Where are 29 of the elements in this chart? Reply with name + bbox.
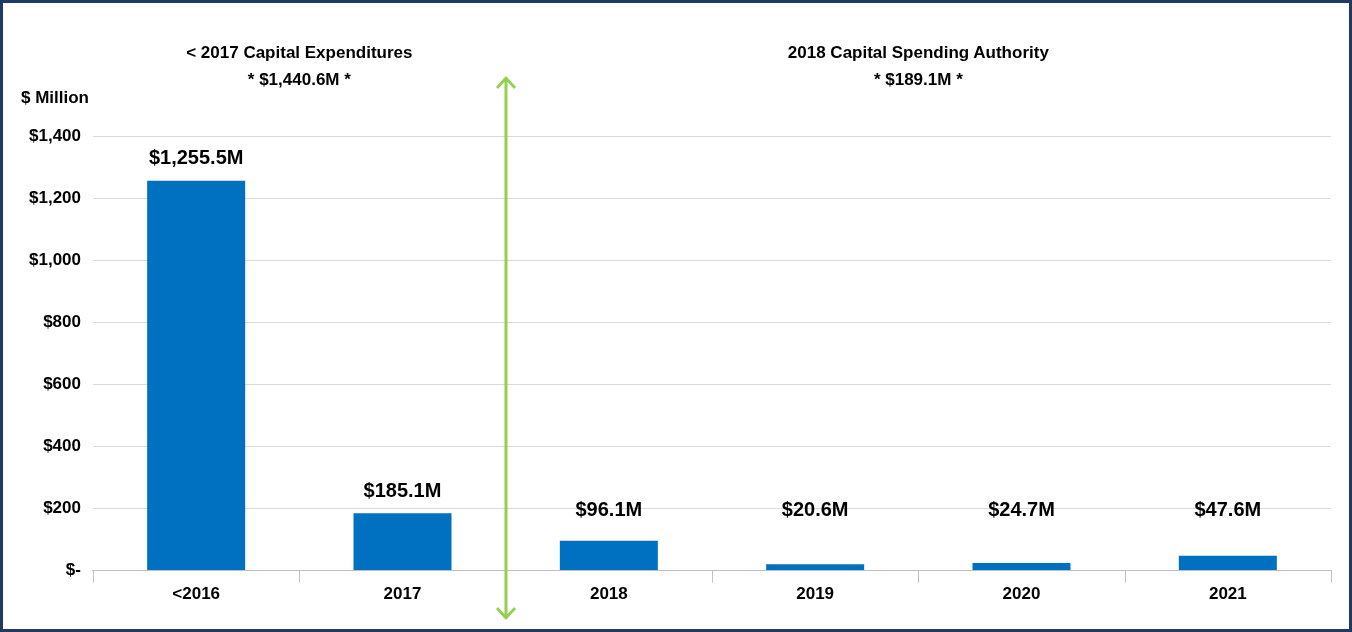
y-tick-label: $800 bbox=[43, 311, 81, 331]
x-tick-label: 2019 bbox=[796, 584, 835, 604]
data-label: $20.6M bbox=[781, 497, 849, 520]
y-axis-title: $ Million bbox=[21, 88, 89, 107]
bar bbox=[766, 564, 865, 571]
data-label: $185.1M bbox=[363, 478, 442, 501]
y-tick-label: $400 bbox=[43, 436, 81, 456]
data-label: $24.7M bbox=[988, 497, 1055, 520]
y-tick-label: $600 bbox=[43, 374, 81, 394]
y-tick-label: $1,400 bbox=[29, 125, 81, 145]
data-label: $96.1M bbox=[575, 497, 643, 520]
x-tick-label: <2016 bbox=[172, 584, 221, 604]
x-tick-label: 2018 bbox=[589, 584, 628, 604]
x-tick-label: 2021 bbox=[1208, 584, 1247, 604]
y-tick-label: $- bbox=[65, 560, 81, 580]
text: 2018 Capital Spending Authority * $189.1M * bbox=[787, 43, 1050, 89]
x-tick-label: 2017 bbox=[383, 584, 422, 604]
text: < 2017 Capital Expenditures * $1,440.6M * bbox=[186, 43, 413, 89]
data-label: $47.6M bbox=[1194, 497, 1262, 520]
bar bbox=[353, 513, 452, 571]
y-tick-label: $1,000 bbox=[29, 249, 81, 269]
bar bbox=[1178, 555, 1277, 571]
bar bbox=[972, 562, 1071, 571]
data-label: $1,255.5M bbox=[148, 146, 244, 169]
bar bbox=[559, 540, 658, 571]
x-tick-label: 2020 bbox=[1002, 584, 1041, 604]
y-tick-label: $200 bbox=[43, 498, 81, 518]
bar bbox=[147, 180, 246, 571]
y-tick-label: $1,200 bbox=[29, 187, 81, 207]
